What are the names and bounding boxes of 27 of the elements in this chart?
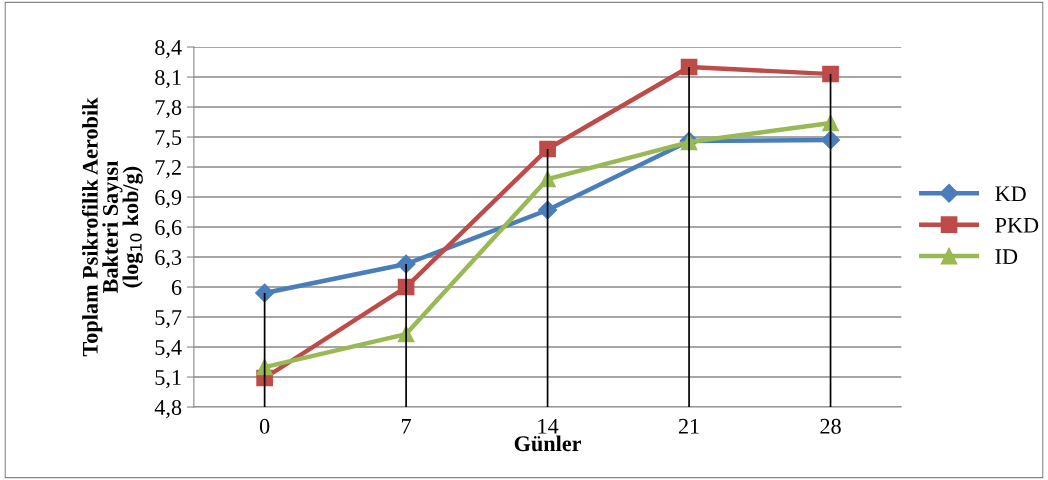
y-tick-label: 7,2 — [155, 160, 181, 179]
x-tick-label: 14 — [538, 418, 559, 434]
y-axis-title: Toplam Psikrofilik Aerobik Bakteri Sayısı (log$_{10}$ kob/g) — [81, 97, 143, 357]
legend-label: PKD — [995, 217, 1039, 233]
y-tick-label: 7,8 — [155, 99, 182, 119]
x-tick-label: 21 — [678, 418, 699, 434]
y-tick-label: 6,3 — [155, 250, 182, 269]
y-tick-label: 8,1 — [155, 69, 181, 89]
x-tick-label: 7 — [402, 419, 412, 434]
x-tick-label: 0 — [259, 418, 270, 434]
x-tick-label: 28 — [820, 418, 841, 434]
x-axis-title: Günler — [514, 435, 582, 452]
point — [822, 65, 839, 83]
y-tick-label: 4,8 — [154, 399, 182, 419]
y-tick-label: 6,9 — [155, 190, 182, 209]
y-tick-label: 7,5 — [155, 130, 182, 149]
y-tick-label: 5,4 — [155, 340, 182, 359]
point — [255, 283, 275, 303]
y-tick-label: 5,1 — [155, 370, 181, 389]
point — [539, 140, 556, 158]
legend-label: KD — [995, 186, 1026, 202]
y-tick-label: 5,7 — [155, 310, 182, 329]
point — [538, 200, 558, 220]
y-tick-label: 6,6 — [155, 220, 182, 239]
y-tick-label: 6 — [171, 280, 182, 295]
legend-label: ID — [995, 249, 1018, 264]
y-tick-label: 8,4 — [155, 39, 182, 59]
